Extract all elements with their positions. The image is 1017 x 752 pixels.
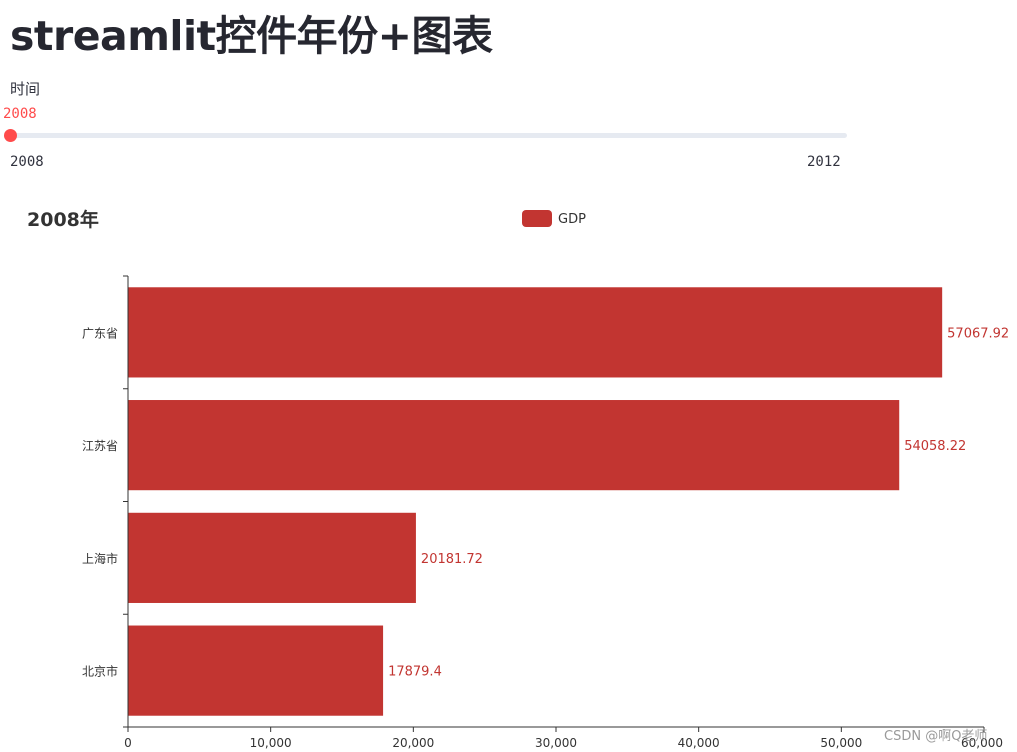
slider-max-label: 2012 — [807, 154, 841, 170]
category-label: 北京市 — [82, 664, 118, 679]
slider-track[interactable] — [10, 133, 847, 138]
x-tick-label: 10,000 — [250, 736, 292, 750]
gdp-bar-chart: 2008年 GDP 17879.4 北京市 20181.72 上海市 54058.22 江苏省… — [27, 208, 1009, 750]
bar — [128, 400, 900, 491]
data-label: 20181.72 — [421, 552, 483, 567]
category-label: 江苏省 — [82, 439, 118, 453]
watermark: CSDN @啊Q老师 — [884, 729, 988, 744]
bar — [128, 287, 943, 378]
data-label: 17879.4 — [388, 665, 442, 680]
legend-swatch — [522, 210, 552, 227]
chart-title: 2008年 — [27, 208, 99, 231]
x-tick-label: 50,000 — [820, 736, 862, 750]
bar — [128, 625, 384, 716]
x-tick-label: 0 — [124, 736, 132, 750]
legend-label: GDP — [558, 212, 586, 227]
category-label: 广东省 — [82, 326, 118, 340]
slider-thumb[interactable] — [4, 129, 17, 142]
x-tick-label: 20,000 — [392, 736, 434, 750]
x-tick-label: 40,000 — [678, 736, 720, 750]
slider-min-label: 2008 — [10, 154, 44, 170]
page-title: streamlit控件年份+图表 — [10, 12, 493, 60]
category-label: 上海市 — [82, 551, 118, 566]
slider-current-value: 2008 — [3, 106, 37, 122]
x-tick-label: 60,000 — [961, 736, 1003, 750]
data-label: 57067.92 — [947, 326, 1009, 341]
bar — [128, 512, 416, 603]
slider-label: 时间 — [10, 80, 41, 98]
x-tick-label: 30,000 — [535, 736, 577, 750]
data-label: 54058.22 — [904, 439, 966, 454]
